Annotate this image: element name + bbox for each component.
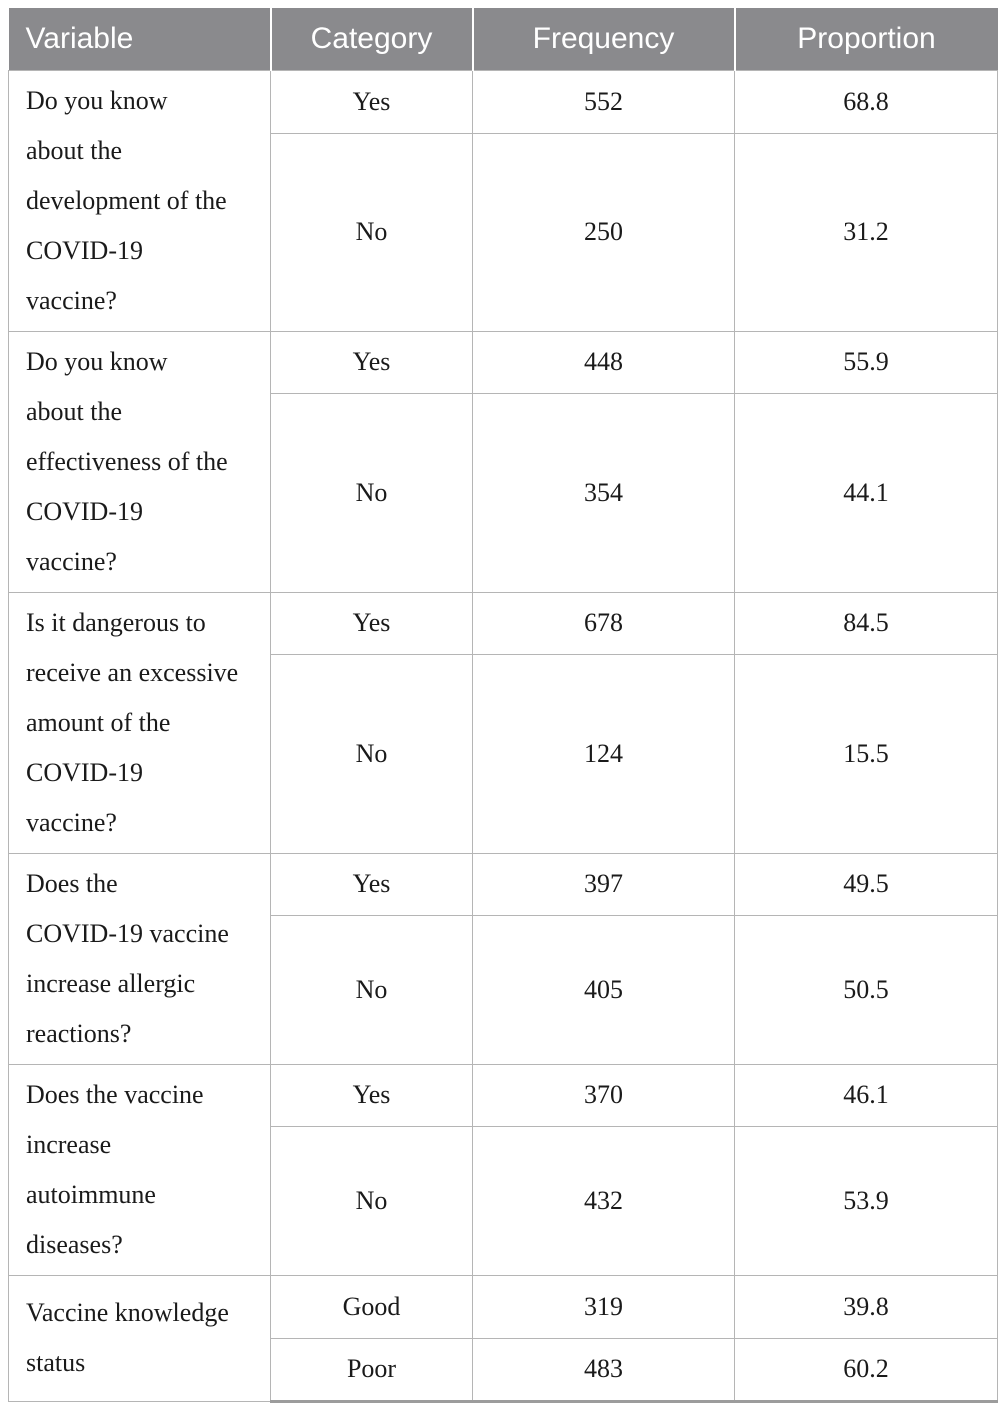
frequency-cell: 552 bbox=[472, 69, 735, 134]
variable-cell: Does the COVID-19 vaccine increase allergi… bbox=[8, 852, 271, 1065]
table-header: Variable Category Frequency Proportion bbox=[8, 8, 998, 70]
variable-text-line: about the bbox=[26, 135, 123, 165]
table-row: Does the vaccine increase autoimmune diseas… bbox=[8, 1063, 998, 1276]
table-row: No 124 15.5 bbox=[9, 653, 998, 854]
table-row: No 250 31.2 bbox=[9, 132, 998, 332]
variable-text-line: COVID-19 vaccine bbox=[26, 918, 229, 948]
frequency-cell: 678 bbox=[472, 591, 735, 655]
column-header-category: Category bbox=[269, 8, 473, 70]
frequency-cell: 319 bbox=[472, 1274, 735, 1339]
variable-cell: Is it dangerous to receive an excessive am… bbox=[8, 591, 271, 854]
frequency-table: Variable Category Frequency Proportion D… bbox=[8, 8, 998, 1403]
variable-text-line: about the bbox=[26, 396, 123, 426]
proportion-cell: 44.1 bbox=[734, 392, 998, 593]
frequency-cell: 483 bbox=[472, 1337, 735, 1403]
proportion-cell: 49.5 bbox=[734, 852, 998, 916]
column-header-frequency: Frequency bbox=[471, 8, 735, 70]
frequency-cell: 124 bbox=[472, 653, 735, 854]
variable-text-line: receive an excessive bbox=[26, 657, 239, 687]
column-header-proportion: Proportion bbox=[733, 8, 998, 70]
category-cell: Yes bbox=[270, 330, 473, 394]
variable-text-line: amount of the bbox=[26, 707, 171, 737]
table-row: Is it dangerous to receive an excessive am… bbox=[8, 591, 998, 854]
category-cell: No bbox=[270, 914, 473, 1065]
proportion-cell: 15.5 bbox=[734, 653, 998, 854]
proportion-cell: 46.1 bbox=[734, 1063, 998, 1127]
category-cell: Yes bbox=[270, 852, 473, 916]
variable-text-line: COVID-19 bbox=[26, 235, 143, 265]
variable-text-line: COVID-19 bbox=[26, 496, 143, 526]
variable-text-line: increase allergic bbox=[26, 968, 196, 998]
proportion-cell: 53.9 bbox=[734, 1125, 998, 1276]
frequency-cell: 405 bbox=[472, 914, 735, 1065]
frequency-cell: 432 bbox=[472, 1125, 735, 1276]
frequency-cell: 370 bbox=[472, 1063, 735, 1127]
variable-text-line: development of the bbox=[26, 185, 227, 215]
category-cell: Yes bbox=[270, 591, 473, 655]
variable-text-line: vaccine? bbox=[26, 546, 117, 576]
variable-text-line: effectiveness of the bbox=[26, 446, 228, 476]
category-cell: Poor bbox=[270, 1337, 473, 1403]
frequency-cell: 448 bbox=[472, 330, 735, 394]
table-row: No 405 50.5 bbox=[9, 914, 998, 1065]
table-row: Do you know about the development of the CO… bbox=[8, 69, 998, 332]
variable-cell: Do you know about the effectiveness of the… bbox=[8, 330, 271, 593]
variable-text-line: status bbox=[26, 1348, 86, 1377]
variable-text-line: COVID-19 bbox=[26, 757, 143, 787]
frequency-cell: 250 bbox=[472, 132, 735, 332]
proportion-cell: 68.8 bbox=[734, 69, 998, 134]
table-body: Do you know about the development of the CO… bbox=[8, 69, 998, 1403]
variable-text-line: Do you know bbox=[26, 85, 168, 115]
frequency-cell: 397 bbox=[472, 852, 735, 916]
table-row: Does the COVID-19 vaccine increase allergi… bbox=[8, 852, 998, 1065]
variable-text-line: vaccine? bbox=[26, 285, 117, 315]
variable-text-line: reactions? bbox=[26, 1018, 132, 1048]
variable-cell: Vaccine knowledge status bbox=[8, 1274, 271, 1402]
table-row: Do you know about the effectiveness of the… bbox=[8, 330, 998, 593]
variable-text-line: vaccine? bbox=[26, 807, 117, 837]
category-cell: No bbox=[270, 392, 473, 593]
header-row: Variable Category Frequency Proportion bbox=[8, 8, 998, 70]
variable-text-line: Does the vaccine bbox=[26, 1079, 204, 1109]
proportion-cell: 55.9 bbox=[734, 330, 998, 394]
frequency-cell: 354 bbox=[472, 392, 735, 593]
category-cell: Good bbox=[270, 1274, 473, 1339]
proportion-cell: 84.5 bbox=[734, 591, 998, 655]
category-cell: Yes bbox=[270, 1063, 473, 1127]
variable-text-line: Is it dangerous to bbox=[26, 607, 206, 637]
variable-text-line: Does the bbox=[26, 868, 118, 898]
variable-text-line: Do you know bbox=[26, 346, 168, 376]
category-cell: No bbox=[270, 1125, 473, 1276]
category-cell: Yes bbox=[270, 69, 473, 134]
variable-text-line: diseases? bbox=[26, 1229, 123, 1259]
variable-text-line: increase bbox=[26, 1129, 112, 1159]
proportion-cell: 39.8 bbox=[734, 1274, 998, 1339]
table-row: Poor 483 60.2 bbox=[9, 1337, 998, 1403]
column-header-variable: Variable bbox=[8, 8, 271, 70]
proportion-cell: 60.2 bbox=[734, 1337, 998, 1403]
category-cell: No bbox=[270, 653, 473, 854]
variable-cell: Does the vaccine increase autoimmune diseas… bbox=[8, 1063, 271, 1276]
proportion-cell: 50.5 bbox=[734, 914, 998, 1065]
variable-text-line: autoimmune bbox=[26, 1179, 156, 1209]
table-row: Vaccine knowledge status Good 319 39.8 bbox=[8, 1274, 998, 1402]
variable-cell: Do you know about the development of the CO… bbox=[8, 69, 271, 332]
category-cell: No bbox=[270, 132, 473, 332]
proportion-cell: 31.2 bbox=[734, 132, 998, 332]
table-row: No 354 44.1 bbox=[9, 392, 998, 593]
variable-text-line: Vaccine knowledge bbox=[26, 1298, 229, 1327]
